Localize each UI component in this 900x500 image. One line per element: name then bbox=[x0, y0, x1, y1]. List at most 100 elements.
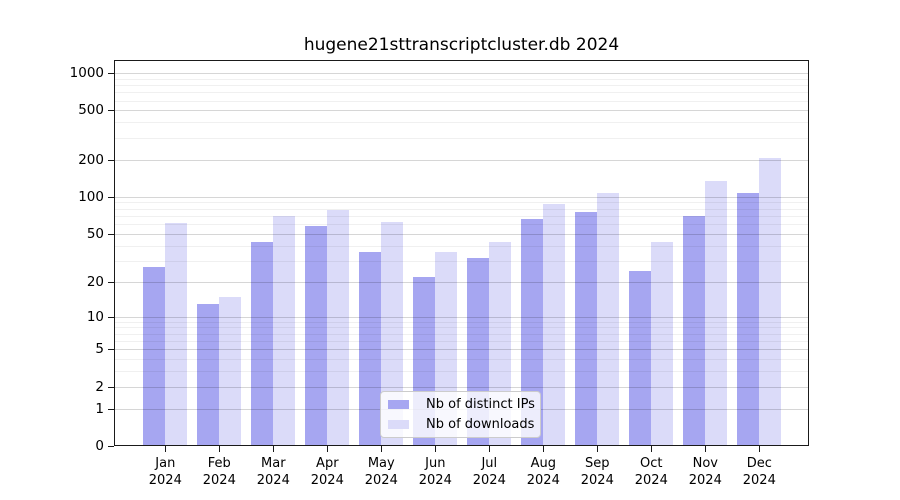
bar-distinct-ips bbox=[575, 212, 598, 447]
y-tick-label: 2 bbox=[95, 378, 104, 395]
gridline-major bbox=[115, 316, 808, 318]
x-tick-mark bbox=[218, 446, 220, 452]
gridline-major bbox=[115, 281, 808, 283]
gridline-minor bbox=[115, 78, 808, 80]
y-tick-label: 1000 bbox=[69, 65, 104, 82]
x-tick-label: May 2024 bbox=[364, 456, 398, 488]
bar-downloads bbox=[381, 221, 404, 447]
bar-distinct-ips bbox=[251, 242, 274, 447]
gridline-minor bbox=[115, 340, 808, 342]
gridline-major bbox=[115, 196, 808, 198]
y-tick-label: 10 bbox=[86, 308, 104, 325]
bar-distinct-ips bbox=[683, 216, 706, 447]
gridline-minor bbox=[115, 327, 808, 329]
bar-downloads bbox=[651, 242, 674, 447]
x-tick-label: Nov 2024 bbox=[688, 456, 722, 488]
bar-distinct-ips bbox=[143, 266, 166, 447]
bar-downloads bbox=[759, 157, 782, 447]
bar-distinct-ips bbox=[629, 270, 652, 447]
gridline-minor bbox=[115, 122, 808, 124]
y-tick-label: 200 bbox=[78, 151, 104, 168]
gridline-minor bbox=[115, 321, 808, 323]
bar-distinct-ips bbox=[359, 251, 382, 447]
y-tick-mark bbox=[108, 446, 114, 447]
x-tick-label: Aug 2024 bbox=[526, 456, 560, 488]
x-tick-mark bbox=[488, 446, 490, 452]
bar-distinct-ips bbox=[737, 193, 760, 447]
legend-label-downloads: Nb of downloads bbox=[426, 417, 535, 432]
bar-downloads bbox=[219, 296, 242, 447]
y-tick-label: 5 bbox=[95, 341, 104, 358]
x-tick-mark bbox=[758, 446, 760, 452]
gridline-minor bbox=[115, 215, 808, 217]
gridline-major bbox=[115, 159, 808, 161]
x-tick-label: Apr 2024 bbox=[310, 456, 344, 488]
x-tick-mark bbox=[596, 446, 598, 452]
x-tick-label: Mar 2024 bbox=[256, 456, 290, 488]
bar-downloads bbox=[543, 204, 566, 447]
bar-downloads bbox=[165, 222, 188, 447]
x-tick-mark bbox=[650, 446, 652, 452]
x-tick-label: Feb 2024 bbox=[202, 456, 236, 488]
y-tick-mark bbox=[108, 196, 114, 198]
bar-downloads bbox=[705, 181, 728, 447]
gridline-minor bbox=[115, 260, 808, 262]
x-tick-mark bbox=[272, 446, 274, 452]
y-tick-label: 100 bbox=[78, 188, 104, 205]
gridline-major bbox=[115, 386, 808, 388]
legend-swatch-downloads bbox=[388, 420, 409, 429]
x-tick-label: Sep 2024 bbox=[580, 456, 614, 488]
bar-downloads bbox=[273, 215, 296, 447]
gridline-minor bbox=[115, 371, 808, 373]
gridline-major bbox=[115, 349, 808, 351]
x-tick-mark bbox=[380, 446, 382, 452]
gridline-major bbox=[115, 73, 808, 75]
x-tick-mark bbox=[164, 446, 166, 452]
legend-swatch-distinct-ips bbox=[388, 400, 409, 409]
gridline-minor bbox=[115, 202, 808, 204]
x-tick-mark bbox=[542, 446, 544, 452]
gridline-minor bbox=[115, 245, 808, 247]
bar-downloads bbox=[327, 209, 350, 447]
gridline-minor bbox=[115, 85, 808, 87]
gridline-major bbox=[115, 233, 808, 235]
x-tick-mark bbox=[704, 446, 706, 452]
gridline-minor bbox=[115, 92, 808, 94]
x-tick-label: Dec 2024 bbox=[742, 456, 776, 488]
x-tick-mark bbox=[434, 446, 436, 452]
y-tick-label: 50 bbox=[86, 225, 104, 242]
x-tick-label: Jul 2024 bbox=[472, 456, 506, 488]
y-tick-mark bbox=[108, 408, 114, 410]
gridline-minor bbox=[115, 137, 808, 139]
y-tick-label: 500 bbox=[78, 102, 104, 119]
y-tick-mark bbox=[108, 73, 114, 75]
y-tick-mark bbox=[108, 110, 114, 112]
bar-distinct-ips bbox=[521, 218, 544, 447]
gridline-major bbox=[115, 110, 808, 112]
legend-item-distinct-ips: Nb of distinct IPs bbox=[387, 396, 535, 413]
bar-distinct-ips bbox=[305, 226, 328, 447]
y-tick-mark bbox=[108, 386, 114, 388]
x-tick-label: Jan 2024 bbox=[148, 456, 182, 488]
y-tick-mark bbox=[108, 349, 114, 351]
bar-downloads bbox=[597, 192, 620, 447]
gridline-minor bbox=[115, 333, 808, 335]
gridline-minor bbox=[115, 224, 808, 226]
y-tick-label: 0 bbox=[95, 438, 104, 454]
legend-label-distinct-ips: Nb of distinct IPs bbox=[426, 397, 535, 412]
y-tick-mark bbox=[108, 233, 114, 235]
gridline-minor bbox=[115, 100, 808, 102]
y-tick-mark bbox=[108, 281, 114, 283]
x-tick-label: Oct 2024 bbox=[634, 456, 668, 488]
gridline-minor bbox=[115, 208, 808, 210]
y-tick-mark bbox=[108, 316, 114, 318]
x-tick-label: Jun 2024 bbox=[418, 456, 452, 488]
x-tick-mark bbox=[326, 446, 328, 452]
y-tick-label: 1 bbox=[95, 400, 104, 417]
bar-distinct-ips bbox=[197, 304, 220, 447]
gridline-minor bbox=[115, 359, 808, 361]
y-tick-label: 20 bbox=[86, 273, 104, 290]
y-tick-mark bbox=[108, 159, 114, 161]
chart-title: hugene21sttranscriptcluster.db 2024 bbox=[303, 35, 620, 55]
